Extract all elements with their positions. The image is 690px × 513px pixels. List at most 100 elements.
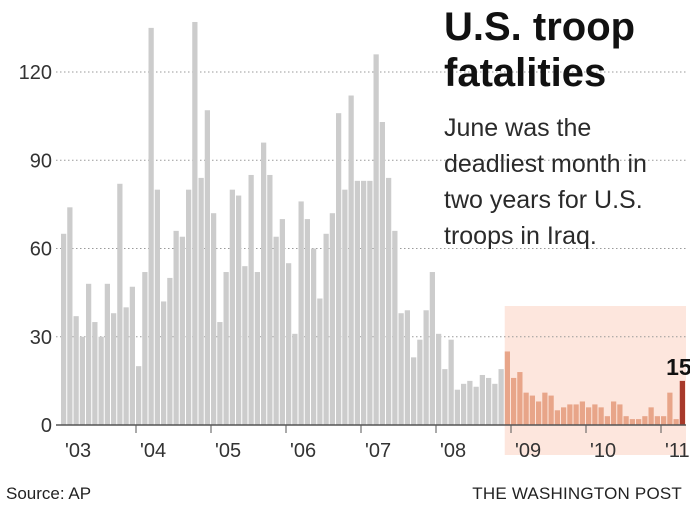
bar bbox=[673, 419, 679, 425]
bar bbox=[292, 333, 298, 425]
source-note: Source: AP bbox=[6, 484, 92, 503]
y-tick-label: 120 bbox=[19, 62, 52, 84]
x-tick-label: '04 bbox=[140, 440, 166, 462]
bar bbox=[667, 392, 673, 425]
bar bbox=[442, 369, 448, 425]
bar bbox=[473, 386, 479, 425]
bar bbox=[273, 236, 279, 425]
bar bbox=[223, 272, 229, 425]
bar bbox=[236, 195, 242, 425]
x-tick-label: '09 bbox=[515, 440, 541, 462]
bar bbox=[186, 189, 192, 425]
x-tick-label: '07 bbox=[365, 440, 391, 462]
bar bbox=[361, 180, 367, 425]
bar bbox=[429, 272, 435, 425]
bar bbox=[517, 372, 523, 425]
bar bbox=[498, 369, 504, 425]
y-tick-label: 0 bbox=[41, 415, 52, 437]
y-tick-label: 60 bbox=[30, 239, 52, 261]
bar bbox=[436, 333, 442, 425]
bar bbox=[479, 374, 485, 425]
x-tick-label: '10 bbox=[590, 440, 616, 462]
bar bbox=[92, 322, 98, 425]
bar bbox=[554, 410, 560, 425]
bar bbox=[192, 21, 198, 426]
bar bbox=[623, 416, 629, 426]
bar bbox=[136, 366, 142, 425]
bar bbox=[598, 407, 604, 425]
bar bbox=[311, 248, 317, 425]
bar bbox=[561, 407, 567, 425]
bar bbox=[611, 401, 617, 425]
bar bbox=[567, 404, 573, 425]
bar bbox=[254, 272, 260, 425]
bar bbox=[448, 339, 454, 425]
bar bbox=[642, 416, 648, 426]
bar bbox=[367, 180, 373, 425]
bar bbox=[229, 189, 235, 425]
bar bbox=[629, 419, 635, 425]
bar bbox=[261, 142, 267, 425]
bar bbox=[617, 404, 623, 425]
bar bbox=[129, 286, 135, 425]
bar bbox=[329, 213, 335, 425]
bar bbox=[486, 377, 492, 425]
bar bbox=[123, 307, 129, 425]
x-tick-label: '03 bbox=[65, 440, 91, 462]
bar bbox=[648, 407, 654, 425]
bars bbox=[56, 21, 686, 426]
bar bbox=[161, 301, 167, 425]
bar bbox=[354, 180, 360, 425]
bar bbox=[386, 177, 392, 425]
bar bbox=[417, 339, 423, 425]
bar bbox=[411, 357, 417, 425]
bar bbox=[242, 266, 248, 425]
bar bbox=[604, 416, 610, 426]
bar bbox=[548, 395, 554, 425]
bar bbox=[636, 419, 642, 425]
bar bbox=[379, 122, 385, 425]
bar bbox=[373, 54, 379, 425]
bar bbox=[117, 183, 123, 425]
bar bbox=[529, 395, 535, 425]
bar bbox=[204, 110, 210, 426]
bar bbox=[248, 174, 254, 425]
bar bbox=[67, 207, 73, 425]
bar bbox=[661, 416, 667, 426]
highlight-value-label: 15 bbox=[666, 354, 690, 380]
bar bbox=[86, 283, 92, 425]
bar bbox=[279, 219, 285, 425]
bar bbox=[404, 310, 410, 425]
bar bbox=[323, 233, 329, 425]
bar bbox=[586, 407, 592, 425]
bar bbox=[142, 272, 148, 425]
bar bbox=[392, 230, 398, 425]
bar bbox=[336, 113, 342, 426]
bar bbox=[511, 377, 517, 425]
bar bbox=[73, 316, 79, 425]
bar bbox=[536, 401, 542, 425]
y-tick-label: 30 bbox=[30, 327, 52, 349]
bar bbox=[679, 380, 685, 426]
bar bbox=[317, 298, 323, 425]
bar bbox=[579, 401, 585, 425]
bar bbox=[298, 201, 304, 425]
x-tick-label: '11 bbox=[665, 440, 690, 462]
bar bbox=[467, 380, 473, 426]
bar bbox=[542, 392, 548, 425]
bar bbox=[61, 233, 67, 425]
bar bbox=[523, 392, 529, 425]
y-tick-labels: 0 30 60 90 120 bbox=[19, 62, 52, 437]
bar bbox=[167, 277, 173, 425]
bar bbox=[154, 189, 160, 425]
bar bbox=[267, 174, 273, 425]
chart-title: U.S. troop fatalities bbox=[444, 5, 636, 95]
x-tick-label: '06 bbox=[290, 440, 316, 462]
bar bbox=[79, 336, 85, 425]
bar bbox=[98, 336, 104, 425]
bar bbox=[111, 313, 117, 425]
y-tick-label: 90 bbox=[30, 150, 52, 172]
bar bbox=[592, 404, 598, 425]
x-tick-label: '08 bbox=[440, 440, 466, 462]
